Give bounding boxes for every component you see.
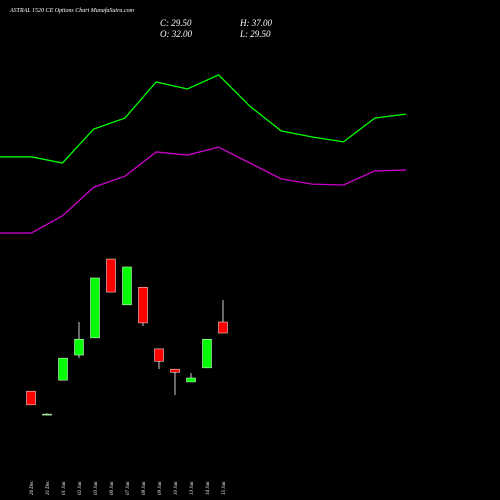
candle-body xyxy=(122,266,132,306)
chart-title: ASTRAL 1520 CE Options Chart MunafaSutra… xyxy=(9,7,135,14)
candle-body xyxy=(170,368,180,373)
x-tick-label: 26 Dec xyxy=(30,480,35,495)
candle-body xyxy=(138,286,148,324)
candle-body xyxy=(26,390,36,406)
candle-body xyxy=(90,277,100,339)
x-tick-label: 15 Jan xyxy=(222,481,227,495)
x-tick-label: 13 Jan xyxy=(190,481,195,495)
indicator-line xyxy=(0,146,407,234)
high-label: H: 37.00 xyxy=(239,18,272,28)
candle-body xyxy=(218,321,228,334)
x-tick-label: 07 Jan xyxy=(126,481,131,495)
low-label: L: 29.50 xyxy=(239,29,271,39)
candle-body xyxy=(42,413,52,416)
x-tick-label: 06 Jan xyxy=(110,481,115,495)
candle-body xyxy=(58,357,68,381)
candle-body xyxy=(74,338,84,356)
candle-body xyxy=(106,258,116,293)
x-tick-label: 09 Jan xyxy=(158,481,163,495)
x-tick-label: 01 Jan xyxy=(62,481,67,495)
open-label: O: 32.00 xyxy=(160,29,192,39)
x-tick-label: 08 Jan xyxy=(142,481,147,495)
candle-body xyxy=(202,338,212,369)
x-tick-label: 31 Dec xyxy=(46,480,51,495)
x-tick-label: 14 Jan xyxy=(206,481,211,495)
indicator-line xyxy=(0,74,407,164)
close-label: C: 29.50 xyxy=(160,18,192,28)
candle-body xyxy=(154,348,164,362)
x-tick-label: 02 Jan xyxy=(78,481,83,495)
x-tick-label: 03 Jan xyxy=(94,481,99,495)
candle-body xyxy=(186,377,196,383)
x-tick-label: 10 Jan xyxy=(174,481,179,495)
